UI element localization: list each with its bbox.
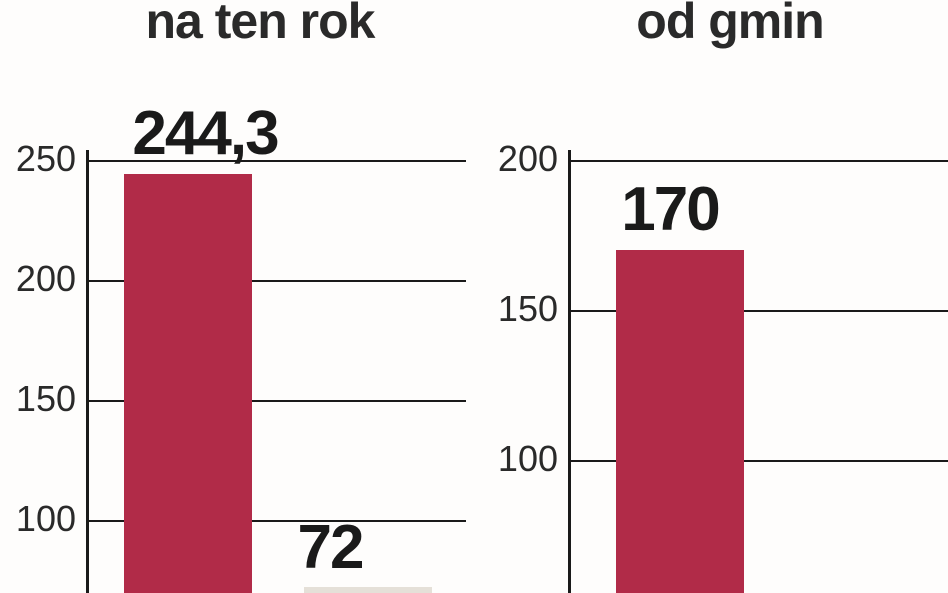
right-chart-title: do odzyskania od gmin <box>520 0 940 47</box>
left-value-0: 244,3 <box>90 98 320 169</box>
right-value-0: 170 <box>590 174 750 245</box>
right-tick-150: 150 <box>486 288 558 330</box>
left-value-1: 72 <box>270 512 390 583</box>
left-title-line2: na ten rok <box>146 0 375 49</box>
left-bar-0 <box>124 174 252 593</box>
right-tick-100: 100 <box>486 438 558 480</box>
right-tick-200: 200 <box>486 138 558 180</box>
right-grid-200 <box>568 160 948 162</box>
left-tick-250: 250 <box>0 138 76 180</box>
right-bar-0 <box>616 250 744 593</box>
right-y-axis <box>568 150 571 593</box>
right-tick-50: 50 <box>486 588 558 593</box>
right-title-line2: od gmin <box>636 0 823 49</box>
left-tick-150: 150 <box>0 378 76 420</box>
left-y-axis <box>86 150 89 593</box>
chart-canvas: rezerwy na ten rok 250 200 150 100 50 24… <box>0 0 948 593</box>
left-tick-200: 200 <box>0 258 76 300</box>
left-chart-title: rezerwy na ten rok <box>70 0 450 47</box>
left-tick-100: 100 <box>0 498 76 540</box>
left-bar-1 <box>304 587 432 593</box>
